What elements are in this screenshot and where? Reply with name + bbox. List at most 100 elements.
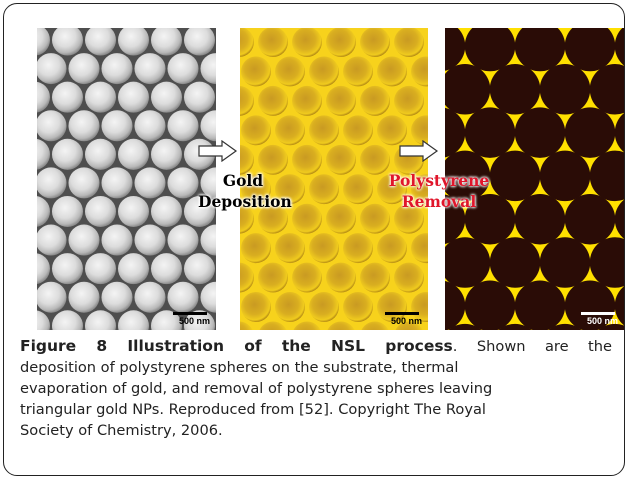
- polystyrene-sphere: [37, 139, 51, 170]
- caption-line-5: Society of Chemistry, 2006.: [20, 422, 223, 439]
- gold-coated-sphere: [258, 28, 288, 57]
- gold-image-graphic: [240, 28, 428, 330]
- sphere-footprint: [514, 28, 566, 72]
- polystyrene-sphere: [134, 53, 166, 85]
- gold-coated-sphere: [411, 115, 428, 146]
- polystyrene-sphere: [37, 110, 67, 142]
- polystyrene-sphere: [51, 310, 84, 330]
- gold-coated-sphere: [240, 321, 253, 330]
- gold-coated-sphere: [309, 56, 339, 87]
- gold-coated-sphere: [258, 203, 288, 234]
- sphere-footprint: [564, 193, 616, 245]
- gold-coated-sphere: [292, 28, 322, 57]
- polystyrene-sphere: [84, 28, 117, 56]
- gold-deposition-image: 500 nm: [240, 28, 428, 330]
- step-label-line-1: Gold: [222, 171, 264, 190]
- gold-coated-sphere: [326, 85, 356, 116]
- polystyrene-sphere: [183, 28, 216, 56]
- polystyrene-sphere: [37, 53, 67, 85]
- polystyrene-sphere: [150, 253, 183, 285]
- sphere-footprint: [589, 64, 624, 115]
- gold-coated-sphere: [360, 262, 390, 293]
- polystyrene-sphere: [51, 138, 84, 170]
- gold-coated-sphere: [292, 203, 322, 234]
- gold-coated-sphere: [258, 144, 288, 175]
- scale-bar-label: 500 nm: [390, 316, 422, 326]
- sphere-footprint: [514, 107, 566, 158]
- caption-line-3: evaporation of gold, and removal of poly…: [20, 380, 493, 397]
- gold-coated-sphere: [411, 56, 428, 87]
- polystyrene-sphere: [134, 110, 166, 142]
- polystyrene-sphere: [51, 81, 84, 113]
- caption-line-1-rest: . Shown are the: [452, 338, 613, 355]
- sphere-footprint: [598, 323, 624, 330]
- gold-coated-sphere: [275, 292, 305, 322]
- sphere-footprint: [464, 107, 516, 158]
- gold-coated-sphere: [343, 115, 373, 146]
- polystyrene-sphere: [51, 28, 84, 56]
- sphere-footprint: [498, 323, 532, 330]
- polystyrene-sphere: [150, 28, 183, 56]
- polystyrene-sphere: [68, 167, 100, 199]
- polystyrene-sphere: [68, 224, 100, 256]
- polystyrene-sphere: [150, 310, 183, 330]
- caption-line-1: Figure 8 Illustration of the NSL process…: [20, 336, 612, 357]
- gold-coated-sphere: [377, 56, 407, 87]
- polystyrene-sphere: [183, 195, 216, 227]
- gold-coated-sphere: [275, 174, 305, 205]
- sphere-footprint: [564, 280, 616, 330]
- polystyrene-sphere: [150, 138, 183, 170]
- polystyrene-sphere: [68, 281, 100, 313]
- gold-coated-sphere: [360, 203, 390, 234]
- gold-coated-sphere: [361, 321, 389, 330]
- step-label-line-2: Removal: [401, 192, 477, 211]
- gold-coated-sphere: [377, 115, 407, 146]
- polystyrene-sphere: [37, 81, 51, 113]
- scale-bar: [581, 312, 615, 315]
- caption-line-4: triangular gold NPs. Reproduced from [52…: [20, 401, 486, 418]
- step-label-line-2: Deposition: [198, 192, 292, 211]
- gold-coated-sphere: [258, 262, 288, 293]
- polystyrene-sphere: [37, 253, 51, 284]
- polystyrene-sphere: [84, 81, 117, 113]
- gold-coated-sphere: [394, 262, 424, 293]
- gold-coated-sphere: [326, 144, 356, 175]
- right-arrow-icon: [198, 140, 238, 162]
- sphere-footprint: [445, 150, 491, 202]
- gold-coated-sphere: [241, 233, 271, 264]
- sphere-footprint: [614, 286, 624, 326]
- gold-coated-sphere: [326, 28, 356, 57]
- gold-coated-sphere: [394, 85, 424, 116]
- gold-coated-sphere: [293, 321, 321, 330]
- gold-coated-sphere: [309, 174, 339, 205]
- polystyrene-sphere: [117, 81, 150, 113]
- gold-coated-sphere: [241, 56, 271, 87]
- gold-coated-sphere: [394, 28, 424, 57]
- gold-coated-sphere: [377, 233, 407, 264]
- polystyrene-sphere: [167, 53, 199, 85]
- scale-bar: [385, 312, 419, 315]
- sphere-footprint: [489, 64, 541, 115]
- polystyrene-sphere: [51, 253, 84, 285]
- polystyrene-sphere: [84, 253, 117, 285]
- polystyrene-sphere: [167, 167, 199, 199]
- gold-coated-sphere: [240, 28, 254, 57]
- polystyrene-sphere: [134, 281, 166, 313]
- sphere-footprint: [489, 237, 541, 288]
- polystyrene-sphere: [167, 110, 199, 142]
- sphere-footprint: [589, 150, 624, 202]
- gold-coated-sphere: [240, 262, 254, 293]
- sphere-footprint: [445, 194, 466, 244]
- gold-coated-sphere: [240, 203, 254, 234]
- polystyrene-sphere: [200, 167, 216, 199]
- gold-coated-sphere: [309, 292, 339, 322]
- polystyrene-sphere: [167, 224, 199, 256]
- sphere-footprint: [514, 193, 566, 245]
- gold-coated-sphere: [327, 321, 355, 330]
- gold-coated-sphere: [326, 203, 356, 234]
- polystyrene-sphere: [150, 195, 183, 227]
- gold-coated-sphere: [394, 203, 424, 234]
- gold-coated-sphere: [309, 233, 339, 264]
- gold-coated-sphere: [395, 321, 423, 330]
- step-label-gold-deposition: Gold Deposition: [198, 170, 292, 212]
